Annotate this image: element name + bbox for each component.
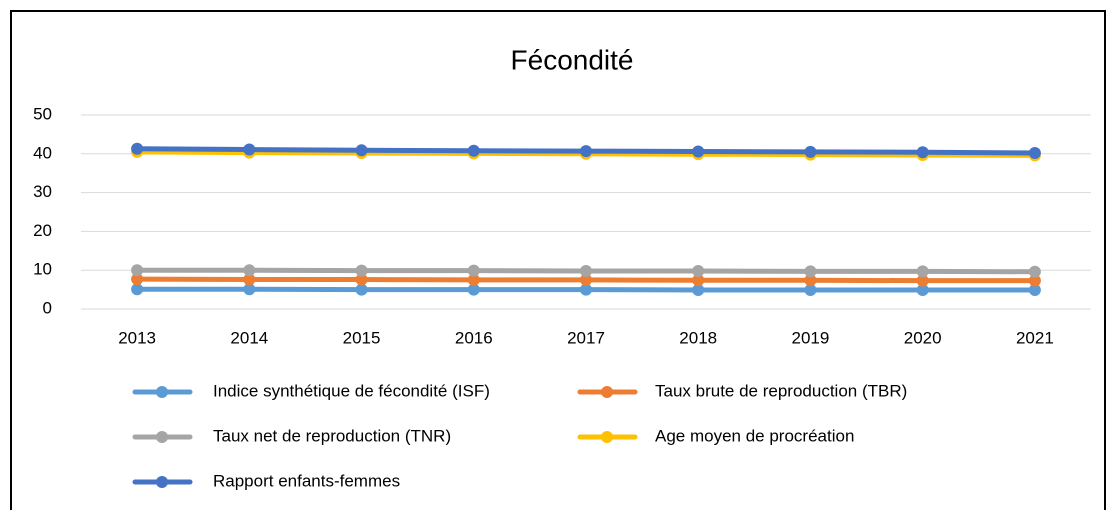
data-point <box>580 283 592 296</box>
data-point <box>355 283 368 296</box>
data-point <box>916 283 929 296</box>
data-point <box>916 146 929 159</box>
data-point <box>467 144 480 157</box>
x-tick-label: 2019 <box>792 328 830 347</box>
data-point <box>804 274 817 287</box>
y-tick-label: 10 <box>33 260 52 279</box>
data-point <box>692 264 705 277</box>
data-point <box>1028 265 1041 278</box>
data-point <box>131 264 144 277</box>
data-point <box>355 273 368 286</box>
legend-label: Indice synthétique de fécondité (ISF) <box>213 381 490 400</box>
data-point <box>131 273 144 286</box>
data-point <box>804 283 817 296</box>
chart-frame <box>10 10 1106 510</box>
x-tick-label: 2013 <box>118 328 156 347</box>
legend-marker <box>156 386 168 398</box>
x-tick-label: 2014 <box>230 328 268 347</box>
data-point <box>355 264 368 277</box>
y-tick-label: 50 <box>33 104 52 123</box>
legend-marker <box>156 431 168 443</box>
x-tick-label: 2017 <box>567 328 605 347</box>
data-point <box>243 143 256 156</box>
y-tick-label: 40 <box>33 143 52 162</box>
legend-marker <box>601 386 613 398</box>
legend-label: Taux brute de reproduction (TBR) <box>655 381 907 400</box>
legend-label: Age moyen de procréation <box>655 426 854 445</box>
chart-title: Fécondité <box>511 44 634 75</box>
x-tick-label: 2018 <box>679 328 717 347</box>
data-point <box>580 264 592 277</box>
data-point <box>804 145 817 158</box>
data-point <box>467 264 480 277</box>
data-point <box>131 142 144 155</box>
data-point <box>131 283 144 296</box>
x-tick-label: 2021 <box>1016 328 1054 347</box>
data-point <box>1028 147 1041 160</box>
data-point <box>580 145 592 158</box>
x-tick-label: 2020 <box>904 328 942 347</box>
x-tick-label: 2016 <box>455 328 493 347</box>
y-tick-label: 20 <box>33 221 52 240</box>
data-point <box>1028 283 1041 296</box>
y-tick-label: 30 <box>33 182 52 201</box>
data-point <box>916 274 929 287</box>
legend-marker <box>156 476 168 488</box>
data-point <box>467 273 480 286</box>
y-tick-label: 0 <box>43 298 52 317</box>
data-point <box>692 145 705 158</box>
data-point <box>692 283 705 296</box>
legend-label: Rapport enfants-femmes <box>213 471 400 490</box>
data-point <box>243 283 256 296</box>
x-tick-label: 2015 <box>343 328 381 347</box>
legend-label: Taux net de reproduction (TNR) <box>213 426 451 445</box>
data-point <box>467 283 480 296</box>
data-point <box>243 264 256 277</box>
data-point <box>355 144 368 157</box>
legend-marker <box>601 431 613 443</box>
data-point <box>1028 274 1041 287</box>
data-point <box>243 273 256 286</box>
data-point <box>916 265 929 278</box>
data-point <box>692 274 705 287</box>
data-point <box>580 273 592 286</box>
data-point <box>804 265 817 278</box>
